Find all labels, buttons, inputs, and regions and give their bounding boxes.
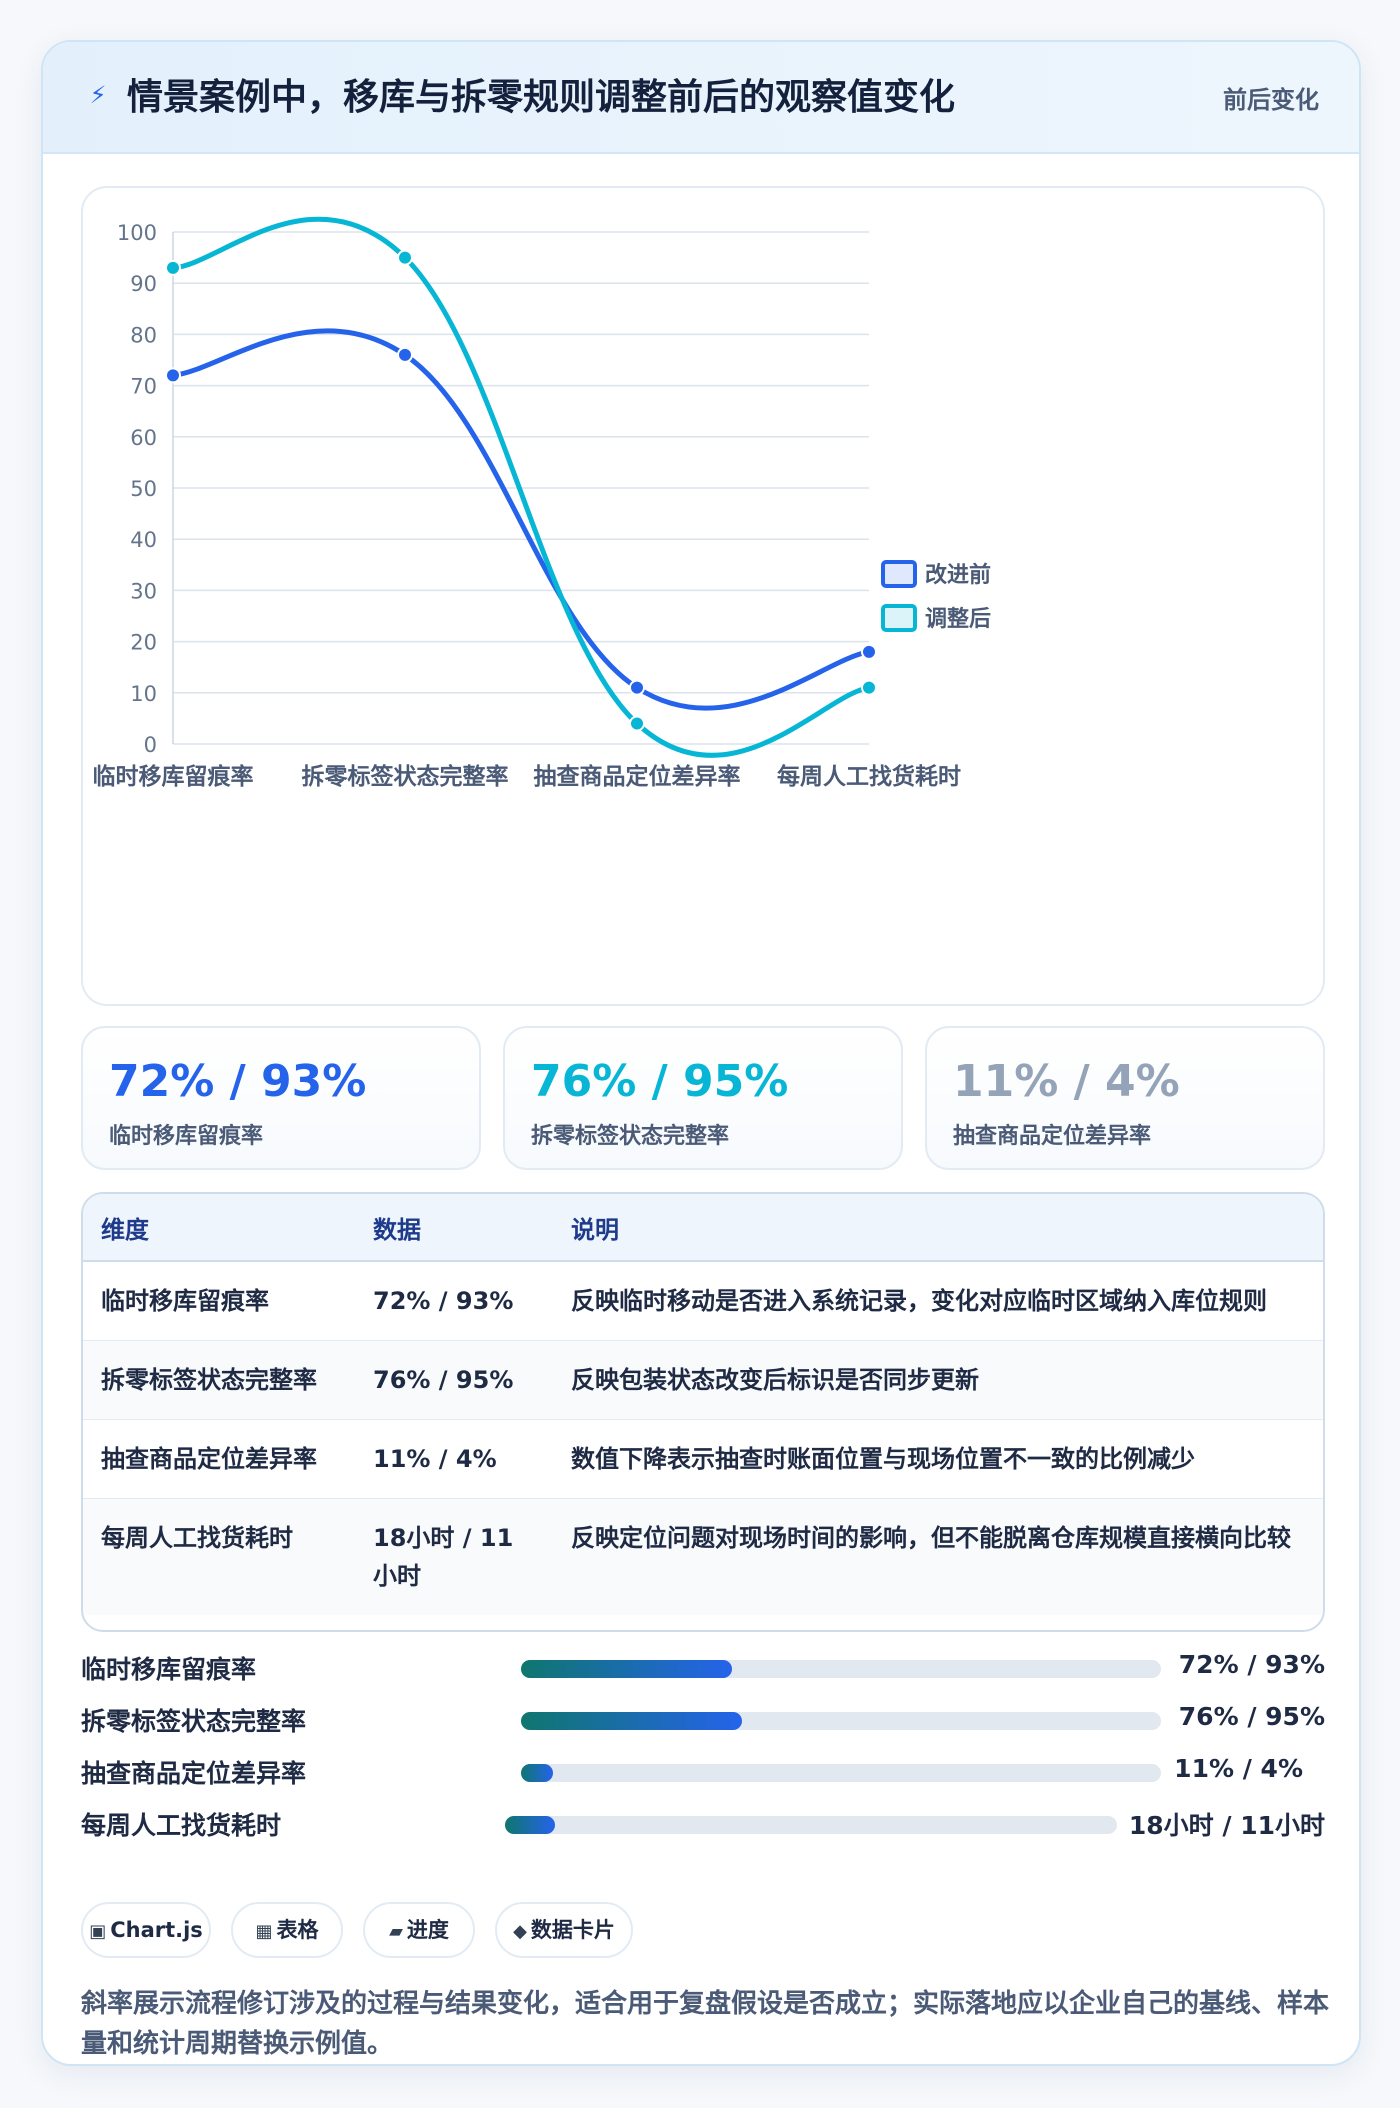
table-row: 每周人工找货耗时 18小时 / 11小时 反映定位问题对现场时间的影响，但不能脱… — [83, 1498, 1323, 1615]
report-card: ⚡ 情景案例中，移库与拆零规则调整前后的观察值变化 前后变化 0 10 20 30 40… — [41, 40, 1361, 2066]
table-cell: 反映包装状态改变后标识是否同步更新 — [553, 1340, 1323, 1420]
stat-label: 拆零标签状态完整率 — [531, 1124, 730, 1149]
progress-row: 每周人工找货耗时 18小时 / 11小时 — [81, 1802, 1325, 1842]
progress-label: 拆零标签状态完整率 — [81, 1707, 307, 1736]
y-tick-label: 0 — [144, 733, 157, 757]
column-header-dimension: 维度 — [83, 1194, 355, 1262]
table-cell: 76% / 95% — [355, 1340, 553, 1420]
table-cell: 抽查商品定位差异率 — [83, 1419, 355, 1499]
y-tick-label: 30 — [130, 579, 157, 603]
data-point — [861, 679, 877, 696]
stat-value: 11% / 4% — [953, 1056, 1180, 1107]
progress-value: 72% / 93% — [1178, 1650, 1325, 1679]
progress-row: 临时移库留痕率 72% / 93% — [81, 1646, 1325, 1686]
progress-value: 76% / 95% — [1178, 1702, 1325, 1731]
chart-icon: ▣ — [89, 1921, 107, 1942]
progress-value: 18小时 / 11小时 — [1128, 1811, 1325, 1840]
legend-label: 调整后 — [925, 606, 991, 632]
line-chart-panel: 0 10 20 30 40 50 60 70 80 90 100 临时移库留痕率 拆零标签状态完整率 抽查… — [81, 186, 1325, 1006]
progress-fill — [521, 1660, 733, 1678]
x-tick-label: 拆零标签状态完整率 — [302, 763, 509, 790]
progress-fill — [505, 1816, 556, 1834]
progress-value: 11% / 4% — [1174, 1754, 1303, 1783]
chip-label: Chart.js — [110, 1918, 203, 1942]
table-row: 拆零标签状态完整率 76% / 95% 反映包装状态改变后标识是否同步更新 — [83, 1340, 1323, 1420]
footnote: 斜率展示流程修订涉及的过程与结果变化，适合用于复盘假设是否成立；实际落地应以企业… — [81, 1989, 1330, 2059]
stat-card-2: 76% / 95% 拆零标签状态完整率 — [503, 1026, 903, 1170]
series-line-2 — [170, 216, 872, 758]
series-line-1 — [170, 328, 872, 711]
data-point — [397, 249, 413, 266]
table-cell: 拆零标签状态完整率 — [83, 1340, 355, 1420]
chip-table[interactable]: ▦ 表格 — [231, 1902, 343, 1958]
table-icon: ▦ — [255, 1921, 273, 1942]
progress-label: 临时移库留痕率 — [81, 1655, 257, 1684]
stat-value: 72% / 93% — [109, 1056, 367, 1107]
data-point — [861, 643, 877, 660]
lightning-icon: ⚡ — [89, 81, 107, 109]
y-tick-label: 80 — [130, 323, 157, 347]
y-tick-label: 40 — [130, 528, 157, 552]
stat-value: 76% / 95% — [531, 1056, 789, 1107]
table-cell: 每周人工找货耗时 — [83, 1498, 355, 1615]
data-point — [165, 259, 181, 276]
legend-swatch — [881, 560, 917, 588]
progress-track — [521, 1764, 1161, 1782]
y-tick-label: 50 — [130, 477, 157, 501]
table-cell: 18小时 / 11小时 — [355, 1498, 553, 1615]
progress-icon: ▰ — [389, 1921, 403, 1942]
chip-progress[interactable]: ▰ 进度 — [363, 1902, 475, 1958]
chip-label: 表格 — [276, 1918, 319, 1942]
column-header-data: 数据 — [355, 1194, 553, 1262]
progress-track — [521, 1660, 1161, 1678]
stat-card-3: 11% / 4% 抽查商品定位差异率 — [925, 1026, 1325, 1170]
stat-label: 抽查商品定位差异率 — [953, 1124, 1152, 1149]
y-tick-label: 60 — [130, 426, 157, 450]
y-tick-label: 20 — [130, 631, 157, 655]
chip-chartjs[interactable]: ▣ Chart.js — [81, 1902, 211, 1958]
table-cell: 临时移库留痕率 — [83, 1261, 355, 1341]
table-cell: 数值下降表示抽查时账面位置与现场位置不一致的比例减少 — [553, 1419, 1323, 1499]
table-header-row: 维度 数据 说明 — [83, 1194, 1323, 1262]
stat-card-1: 72% / 93% 临时移库留痕率 — [81, 1026, 481, 1170]
table-row: 抽查商品定位差异率 11% / 4% 数值下降表示抽查时账面位置与现场位置不一致… — [83, 1419, 1323, 1499]
card-header: ⚡ 情景案例中，移库与拆零规则调整前后的观察值变化 前后变化 — [43, 42, 1359, 154]
data-table: 维度 数据 说明 临时移库留痕率 72% / 93% 反映临时移动是否进入系统记… — [81, 1192, 1325, 1632]
x-tick-label: 抽查商品定位差异率 — [534, 763, 741, 790]
x-tick-label: 临时移库留痕率 — [93, 763, 254, 790]
table-cell: 反映定位问题对现场时间的影响，但不能脱离仓库规模直接横向比较 — [553, 1498, 1323, 1615]
progress-track — [521, 1712, 1161, 1730]
table-cell: 72% / 93% — [355, 1261, 553, 1341]
data-point — [629, 715, 645, 732]
y-tick-label: 90 — [130, 272, 157, 296]
progress-track — [505, 1816, 1117, 1834]
column-header-description: 说明 — [553, 1194, 1323, 1262]
table-row: 临时移库留痕率 72% / 93% 反映临时移动是否进入系统记录，变化对应临时区… — [83, 1261, 1323, 1341]
data-point — [397, 346, 413, 363]
line-chart: 0 10 20 30 40 50 60 70 80 90 100 临时移库留痕率 拆零标签状态完整率 抽查… — [93, 216, 991, 790]
progress-fill — [521, 1764, 553, 1782]
y-tick-label: 100 — [117, 221, 157, 245]
table-cell: 11% / 4% — [355, 1419, 553, 1499]
x-tick-label: 每周人工找货耗时 — [777, 763, 961, 790]
header-tag: 前后变化 — [1223, 86, 1319, 114]
progress-label: 每周人工找货耗时 — [81, 1811, 282, 1840]
chip-label: 进度 — [406, 1918, 449, 1942]
data-point — [165, 367, 181, 384]
stat-label: 临时移库留痕率 — [109, 1124, 264, 1149]
progress-fill — [521, 1712, 742, 1730]
y-tick-label: 10 — [130, 682, 157, 706]
progress-row: 抽查商品定位差异率 11% / 4% — [81, 1750, 1325, 1790]
progress-label: 抽查商品定位差异率 — [81, 1759, 307, 1788]
table-cell: 反映临时移动是否进入系统记录，变化对应临时区域纳入库位规则 — [553, 1261, 1323, 1341]
legend-swatch — [881, 604, 917, 632]
progress-row: 拆零标签状态完整率 76% / 95% — [81, 1698, 1325, 1738]
diamond-icon: ◆ — [513, 1921, 527, 1942]
data-point — [629, 679, 645, 696]
chip-data-card[interactable]: ◆ 数据卡片 — [495, 1902, 633, 1958]
chip-label: 数据卡片 — [530, 1918, 615, 1942]
page-title: 情景案例中，移库与拆零规则调整前后的观察值变化 — [127, 77, 956, 118]
legend-label: 改进前 — [925, 562, 991, 588]
y-tick-label: 70 — [130, 375, 157, 399]
